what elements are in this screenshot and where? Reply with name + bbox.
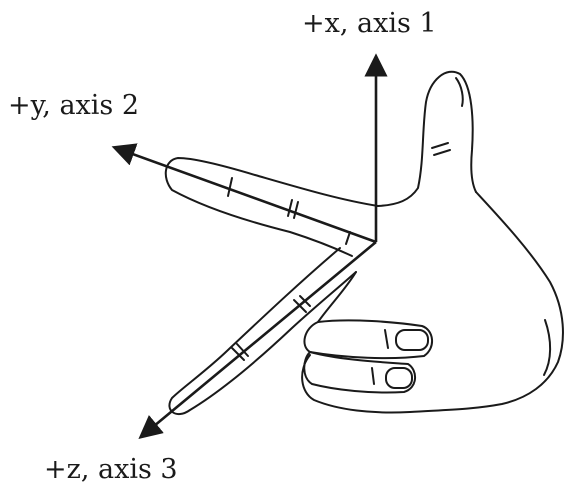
curled-finger-upper xyxy=(303,319,433,360)
wrist-crease xyxy=(543,319,552,376)
finger-joint-ticks xyxy=(227,177,351,361)
thumb-nail xyxy=(455,77,464,107)
y-axis-arrow xyxy=(111,143,377,244)
z-axis-label: +z, axis 3 xyxy=(44,454,178,485)
thumb-outline xyxy=(377,70,477,207)
fingernail-upper xyxy=(395,329,429,351)
thumb-crease xyxy=(431,142,451,156)
middle-finger-outline xyxy=(168,247,357,416)
palm-crease xyxy=(317,271,357,323)
curled-finger-lower xyxy=(303,351,416,394)
index-finger-outline xyxy=(164,157,379,257)
fingernail-lower xyxy=(385,367,413,389)
x-axis-label: +x, axis 1 xyxy=(302,8,437,39)
y-axis-label: +y, axis 2 xyxy=(8,90,140,121)
knuckle-marks xyxy=(371,329,389,385)
hand-back-outline xyxy=(301,191,564,414)
z-axis-arrow xyxy=(138,240,377,439)
